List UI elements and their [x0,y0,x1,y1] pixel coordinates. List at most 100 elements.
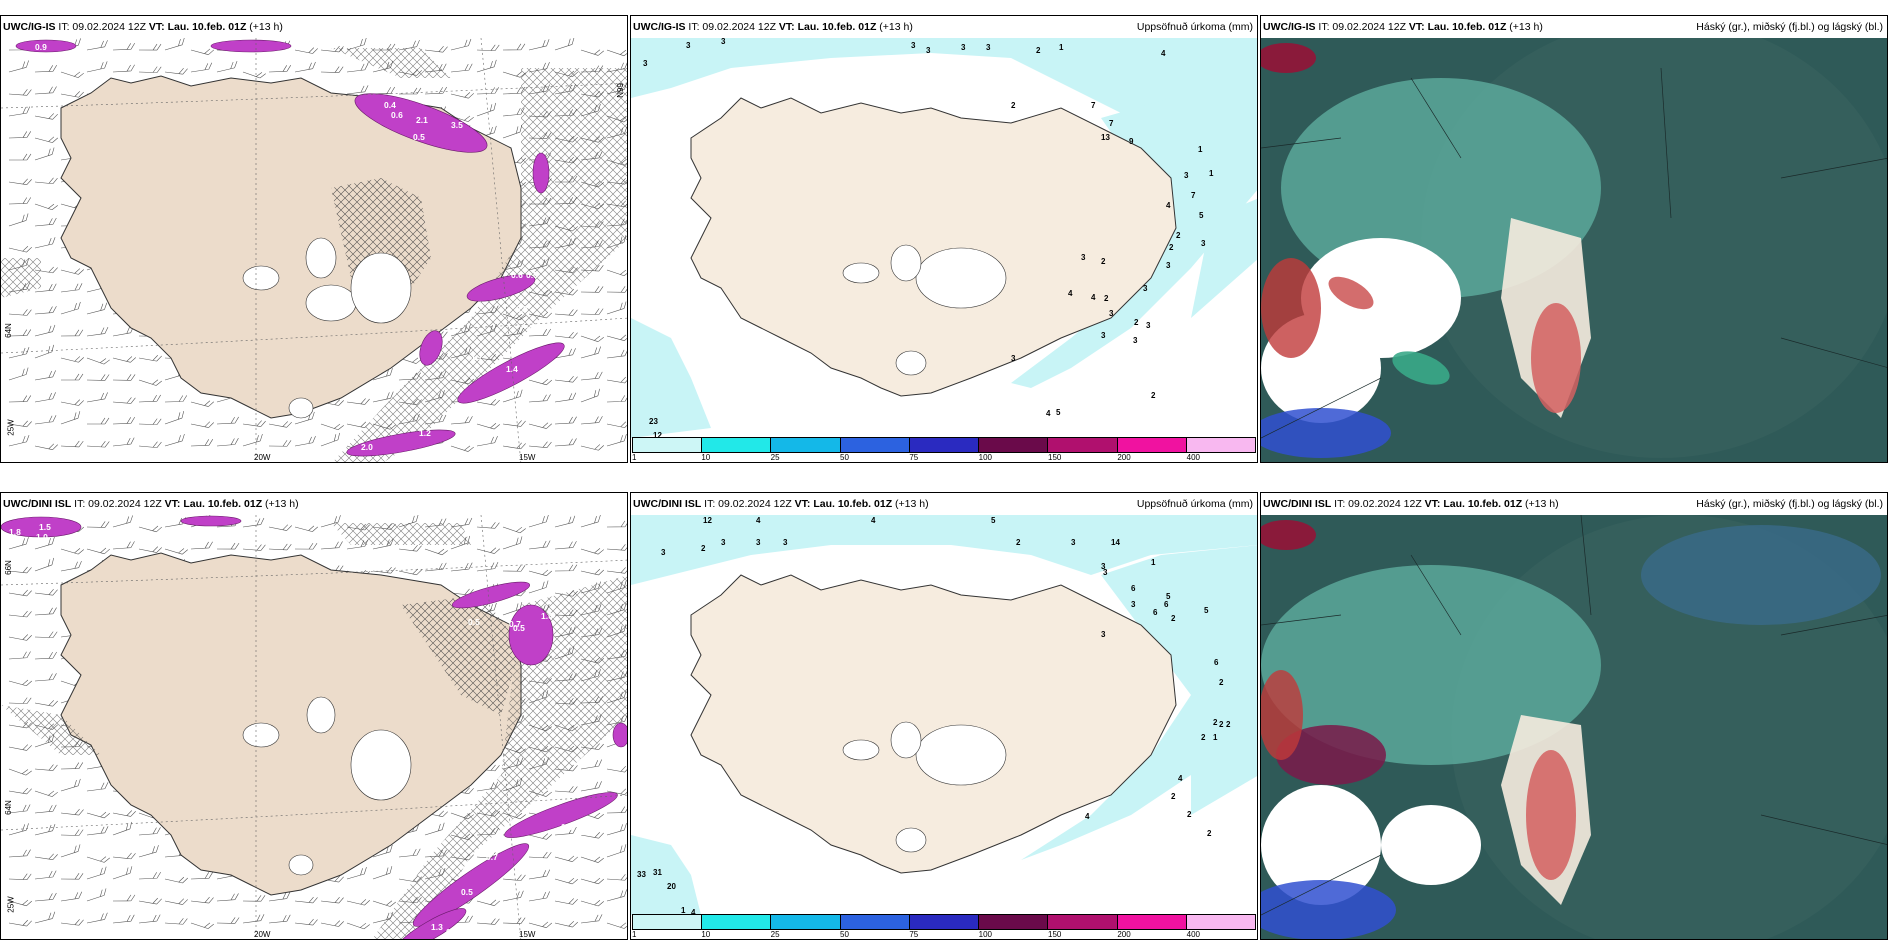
wind-barb [60,844,81,858]
colorbar-tick: 150 [1048,453,1062,462]
wind-barb [606,421,627,428]
colorbar-tick: 75 [909,453,919,462]
init-time: IT: 09.02.2024 12Z [58,21,146,33]
wind-barb [34,415,57,425]
value-label: 2 [1011,101,1016,110]
wind-barb [8,60,29,73]
wind-barb [606,433,627,447]
panel-title: Háský (gr.), miðský (fj.bl.) og lágský (… [1696,21,1883,33]
wind-barb [86,302,108,315]
lead-time: (+13 h) [1509,21,1543,33]
colorbar-tick: 100 [978,453,993,462]
wind-barb [34,86,57,95]
wind-barb [242,71,266,79]
wind-barb [502,565,526,572]
wind-barb [34,853,58,861]
colorbar-swatch [979,438,1049,452]
colorbar-tick: 25 [770,930,780,939]
value-label: 23 [649,417,658,426]
lat-64n-label: 64N [3,323,13,338]
wind-barb [554,855,579,862]
wind-barb [242,433,263,447]
wind-barb [60,560,82,572]
value-label: 4 [1091,293,1096,302]
wind-barb [580,49,604,56]
wind-barb [554,515,576,528]
wind-barb [86,326,109,337]
wind-barb [606,49,627,57]
wind-barb [528,328,551,337]
wind-barb [580,444,604,451]
model-name: UWC/DINI ISL [1263,498,1332,510]
wind-barb [164,68,188,75]
wind-barb [294,435,316,447]
wind-barb [86,547,110,555]
wind-barb [34,113,58,120]
wind-barb [606,806,627,814]
wind-barb [34,764,58,771]
wind-barb [34,804,57,814]
panel-title: Uppsöfnuð úrkoma (mm) [1136,21,1253,33]
model-name: UWC/IG-IS [3,21,56,33]
value-label: 4 [1161,49,1166,58]
value-label: 1 [1209,169,1214,178]
value-label: 2.0 [361,442,373,452]
value-label: 0.5 [526,270,538,280]
wind-barb [606,567,627,574]
colorbar-swatch [840,915,910,929]
wind-barb [580,335,604,342]
wind-barb [34,392,56,403]
wind-barb [554,392,577,403]
wind-barb [60,440,84,448]
wind-barb [8,213,29,227]
wind-barb [190,872,214,880]
value-label: 1.2 [579,827,591,837]
wind-barb [502,874,526,881]
value-label: 0.5 [461,887,473,897]
lead-time: (+13 h) [265,498,299,510]
value-label: 2.1 [416,115,428,125]
wind-barb [580,308,604,315]
panel-title: Uppsöfnuð úrkoma (mm) [1136,498,1253,510]
colorbar-swatch [1186,915,1255,929]
wind-barb [190,400,215,407]
value-label: 1 [1198,145,1203,154]
value-label: 2 [1187,810,1192,819]
wind-barb [528,833,553,840]
wind-barb [320,423,344,431]
value-label: 6 [1214,658,1219,667]
value-label: 3 [1201,239,1206,248]
wind-barb [164,918,188,925]
wind-barb [112,810,136,817]
precip-map: 12 4 4 5 3 2 3 3 3 2 3 14 3 1 3 6 5 3 6 6 5 2 3 6 2 2 2 2 1 2 4 2 2 4 2 33 3… [631,515,1257,939]
wind-barb [606,301,627,315]
wind-barb [528,891,550,902]
wind-barb [138,441,162,448]
wind-barb [60,778,81,792]
value-label: 2 [1226,720,1231,729]
value-label: 1.5 [39,522,51,532]
wind-barb [34,631,58,638]
wind-barb [268,524,292,531]
wind-barb [580,286,604,293]
colorbar-swatch [702,438,772,452]
valid-time: VT: Lau. 10.feb. 01Z [794,498,893,510]
wind-barb [34,892,57,902]
value-label: 0.4 [384,100,396,110]
wind-barb [606,520,627,528]
wind-barb [502,420,526,427]
colorbar-swatch [702,915,772,929]
wind-barb [346,398,370,405]
colorbar-swatch [1117,438,1187,452]
model-name: UWC/DINI ISL [3,498,72,510]
lead-time: (+13 h) [1525,498,1559,510]
precip-shading [631,515,1257,915]
wind-barb [606,766,627,773]
valid-time: VT: Lau. 10.feb. 01Z [164,498,263,510]
colorbar-swatch [1117,915,1187,929]
init-time: IT: 09.02.2024 12Z [1318,21,1406,33]
value-label: 3 [1143,284,1148,293]
value-label: 4 [1068,289,1073,298]
wind-barb [112,914,135,924]
